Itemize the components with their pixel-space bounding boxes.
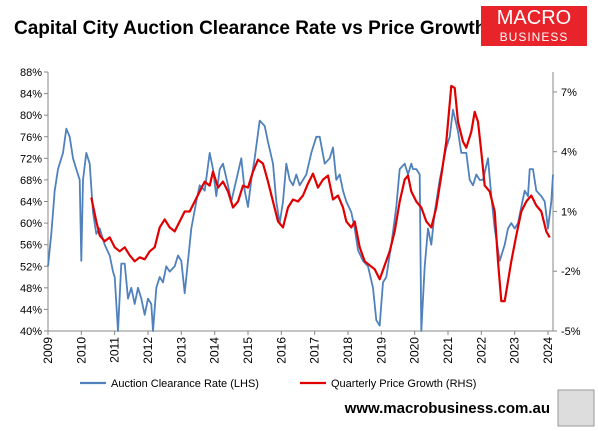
x-tick-label: 2013 xyxy=(174,337,188,364)
y-tick-label: 56% xyxy=(20,240,42,252)
x-tick-label: 2009 xyxy=(41,337,55,364)
x-tick-label: 2019 xyxy=(374,337,388,364)
y-tick-label: 52% xyxy=(20,261,42,273)
x-tick-label: 2014 xyxy=(208,337,222,364)
y-tick-label: 88% xyxy=(20,67,42,79)
y-tick-label: 72% xyxy=(20,153,42,165)
legend-label: Quarterly Price Growth (RHS) xyxy=(331,378,476,390)
y-tick-label: 64% xyxy=(20,197,42,209)
chart-title: Capital City Auction Clearance Rate vs P… xyxy=(14,18,486,39)
x-tick-label: 2015 xyxy=(241,337,255,364)
x-tick-label: 2018 xyxy=(341,337,355,364)
y-tick-label: 76% xyxy=(20,132,42,144)
x-tick-label: 2024 xyxy=(541,337,555,364)
y2-tick-label: 4% xyxy=(561,147,577,159)
x-tick-label: 2021 xyxy=(441,337,455,364)
y-tick-label: 84% xyxy=(20,89,42,101)
x-tick-label: 2011 xyxy=(108,337,122,363)
x-tick-label: 2022 xyxy=(474,337,488,364)
y-tick-label: 40% xyxy=(20,326,42,338)
x-tick-label: 2010 xyxy=(74,337,88,364)
x-tick-label: 2023 xyxy=(508,337,522,364)
y2-tick-label: -5% xyxy=(561,326,581,338)
y-tick-label: 60% xyxy=(20,218,42,230)
x-tick-label: 2016 xyxy=(274,337,288,364)
y-tick-label: 80% xyxy=(20,110,42,122)
y-tick-label: 68% xyxy=(20,175,42,187)
y-tick-label: 44% xyxy=(20,304,42,316)
y2-tick-label: 7% xyxy=(561,87,577,99)
y2-tick-label: 1% xyxy=(561,206,577,218)
x-tick-label: 2017 xyxy=(308,337,322,364)
brand-line: MACRO xyxy=(497,7,571,29)
brand-logo xyxy=(481,6,587,46)
series-line xyxy=(47,108,554,332)
brand-line: BUSINESS xyxy=(500,30,569,44)
x-tick-label: 2012 xyxy=(141,337,155,364)
y-tick-label: 48% xyxy=(20,283,42,295)
y2-tick-label: -2% xyxy=(561,266,581,278)
legend-label: Auction Clearance Rate (LHS) xyxy=(111,378,259,390)
footer: www.macrobusiness.com.au xyxy=(344,400,550,417)
wolf-icon xyxy=(557,389,595,427)
x-tick-label: 2020 xyxy=(408,337,422,364)
series-line xyxy=(90,84,551,303)
